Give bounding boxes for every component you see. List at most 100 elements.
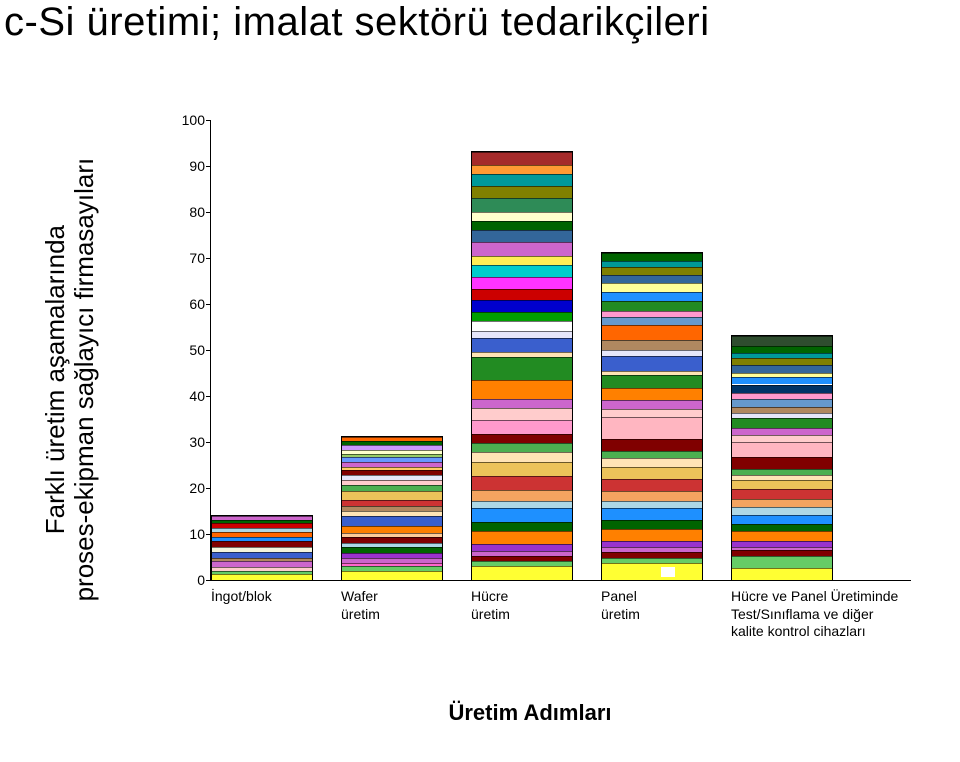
bar-segment — [212, 547, 312, 552]
bar-segment — [472, 352, 572, 357]
bar-segment — [732, 418, 832, 428]
bar-segment — [732, 435, 832, 442]
bar-segment — [342, 437, 442, 441]
bar-segment — [602, 563, 702, 580]
bar-segment — [342, 537, 442, 543]
bar-segment — [472, 566, 572, 580]
bar-segment — [472, 321, 572, 330]
bar-segment — [732, 507, 832, 514]
bar-segment — [732, 499, 832, 508]
bar-segment — [732, 480, 832, 490]
bar-segment — [732, 393, 832, 399]
bar-segment — [602, 253, 702, 260]
bar-test — [731, 335, 833, 580]
bar-segment — [472, 277, 572, 289]
bar-segment — [472, 544, 572, 551]
bar-segment — [212, 520, 312, 523]
bar-segment — [472, 174, 572, 186]
bar-segment — [342, 516, 442, 526]
bar-segment — [602, 350, 702, 356]
bar-segment — [212, 537, 312, 541]
bar-segment — [342, 454, 442, 457]
bar-segment — [342, 485, 442, 491]
bar-segment — [472, 380, 572, 399]
bar-ingot — [211, 515, 313, 580]
bar-segment — [602, 558, 702, 563]
bar-segment — [342, 462, 442, 467]
bar-segment — [472, 556, 572, 562]
bar-segment — [732, 346, 832, 354]
category-label-ingot: İngot/blok — [211, 588, 272, 606]
bar-segment — [732, 373, 832, 378]
bar-segment — [212, 558, 312, 561]
bar-segment — [212, 574, 312, 580]
bar-segment — [602, 508, 702, 520]
y-tick: 40 — [171, 388, 205, 404]
bar-segment — [472, 357, 572, 380]
bar-segment — [602, 409, 702, 416]
bar-segment — [472, 186, 572, 198]
bar-segment — [472, 462, 572, 476]
bar-segment — [732, 365, 832, 372]
bar-segment — [212, 541, 312, 547]
bar-segment — [342, 475, 442, 480]
bar-segment — [472, 212, 572, 221]
bar-segment — [732, 413, 832, 418]
bar-segment — [602, 356, 702, 371]
bar-segment — [732, 385, 832, 394]
bar-segment — [602, 325, 702, 340]
bar-segment — [602, 400, 702, 410]
bar-segment — [342, 441, 442, 445]
bar-segment — [732, 399, 832, 408]
bar-segment — [602, 520, 702, 529]
bar-segment — [732, 442, 832, 456]
bar-segment — [472, 338, 572, 352]
category-label-test: Hücre ve Panel ÜretimindeTest/Sınıflama … — [731, 588, 898, 641]
bar-segment — [472, 452, 572, 461]
bar-segment — [472, 434, 572, 443]
bar-segment — [342, 571, 442, 580]
bar-hucre — [471, 151, 573, 580]
y-tick: 80 — [171, 204, 205, 220]
bar-segment — [602, 261, 702, 267]
plot-area: 0102030405060708090100İngot/blokWaferüre… — [210, 120, 911, 581]
bar-segment — [212, 528, 312, 532]
bar-segment — [342, 563, 442, 566]
y-tick: 30 — [171, 434, 205, 450]
bar-segment — [732, 531, 832, 541]
bar-segment — [342, 457, 442, 462]
bar-segment — [732, 550, 832, 556]
bar-segment — [602, 529, 702, 541]
bar-segment — [342, 450, 442, 453]
bar-segment — [472, 476, 572, 490]
bar-segment — [472, 501, 572, 508]
y-tick: 60 — [171, 296, 205, 312]
bar-segment — [602, 301, 702, 311]
bar-segment — [732, 524, 832, 531]
bar-segment — [732, 336, 832, 346]
bar-segment — [342, 491, 442, 501]
x-axis-title: Üretim Adımları — [180, 700, 880, 726]
bar-segment — [342, 543, 442, 546]
y-axis-label-line1: Farklı üretim aşamalarında — [41, 158, 70, 602]
bar-segment — [472, 300, 572, 312]
bar-segment — [472, 443, 572, 452]
bar-segment — [602, 267, 702, 276]
bar-segment — [732, 407, 832, 413]
bar-segment — [472, 256, 572, 265]
category-label-panel: Panelüretim — [601, 588, 640, 623]
bar-segment — [602, 292, 702, 301]
bar-segment — [212, 567, 312, 571]
bar-segment — [342, 511, 442, 516]
bar-segment — [732, 547, 832, 551]
bar-segment — [342, 445, 442, 450]
bar-segment — [732, 541, 832, 547]
bar-segment — [472, 399, 572, 408]
bar-segment — [732, 469, 832, 475]
bar-segment — [342, 500, 442, 506]
bar-segment — [472, 408, 572, 420]
y-tick: 20 — [171, 480, 205, 496]
bar-segment — [212, 523, 312, 529]
bar-segment — [342, 480, 442, 485]
bar-segment — [602, 458, 702, 467]
